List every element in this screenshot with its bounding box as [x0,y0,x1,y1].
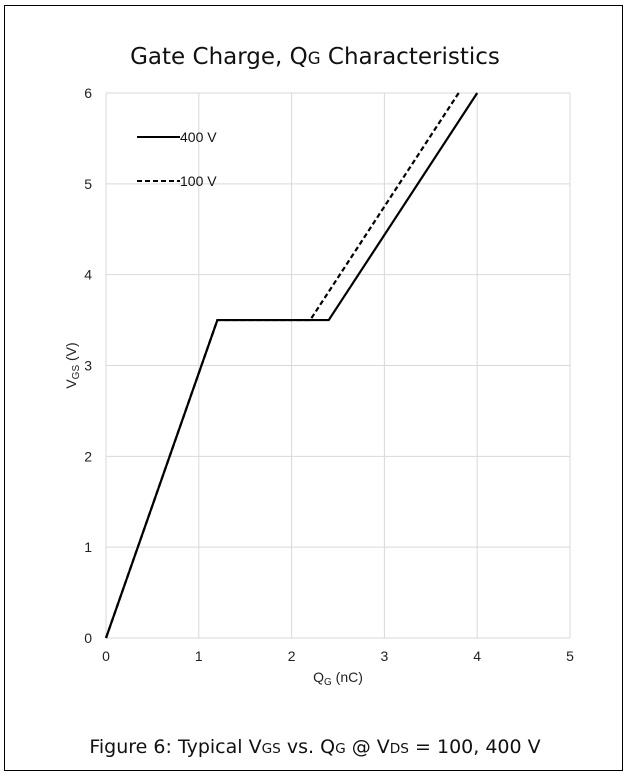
tick-labels: 0 1 2 3 4 5 0 1 2 3 4 5 6 [84,85,574,664]
figure-caption: Figure 6: Typical VGS vs. QG @ VDS = 100… [89,736,541,758]
x-tick-label: 5 [566,648,574,664]
x-tick-label: 2 [288,648,296,664]
series-line-100v [104,92,460,639]
figure-frame [4,5,623,771]
chart-title: Gate Charge, QG Characteristics [130,44,500,70]
y-tick-label: 6 [84,85,92,101]
x-axis-label: QG (nC) [313,669,363,688]
legend: 400 V 100 V [137,129,217,189]
y-tick-label: 0 [84,630,92,646]
x-tick-label: 3 [381,648,389,664]
y-tick-label: 4 [84,267,92,283]
legend-label: 100 V [180,173,217,189]
axes [105,93,570,639]
y-tick-label: 3 [84,358,92,374]
legend-label: 400 V [180,129,217,145]
x-tick-label: 1 [195,648,203,664]
grid-lines [106,92,571,638]
x-tick-label: 0 [102,648,110,664]
x-tick-label: 4 [473,648,481,664]
y-axis-label: VGS (V) [63,342,82,388]
y-tick-label: 5 [84,176,92,192]
y-tick-label: 1 [84,539,92,555]
series-lines [104,92,479,639]
y-tick-label: 2 [84,448,92,464]
